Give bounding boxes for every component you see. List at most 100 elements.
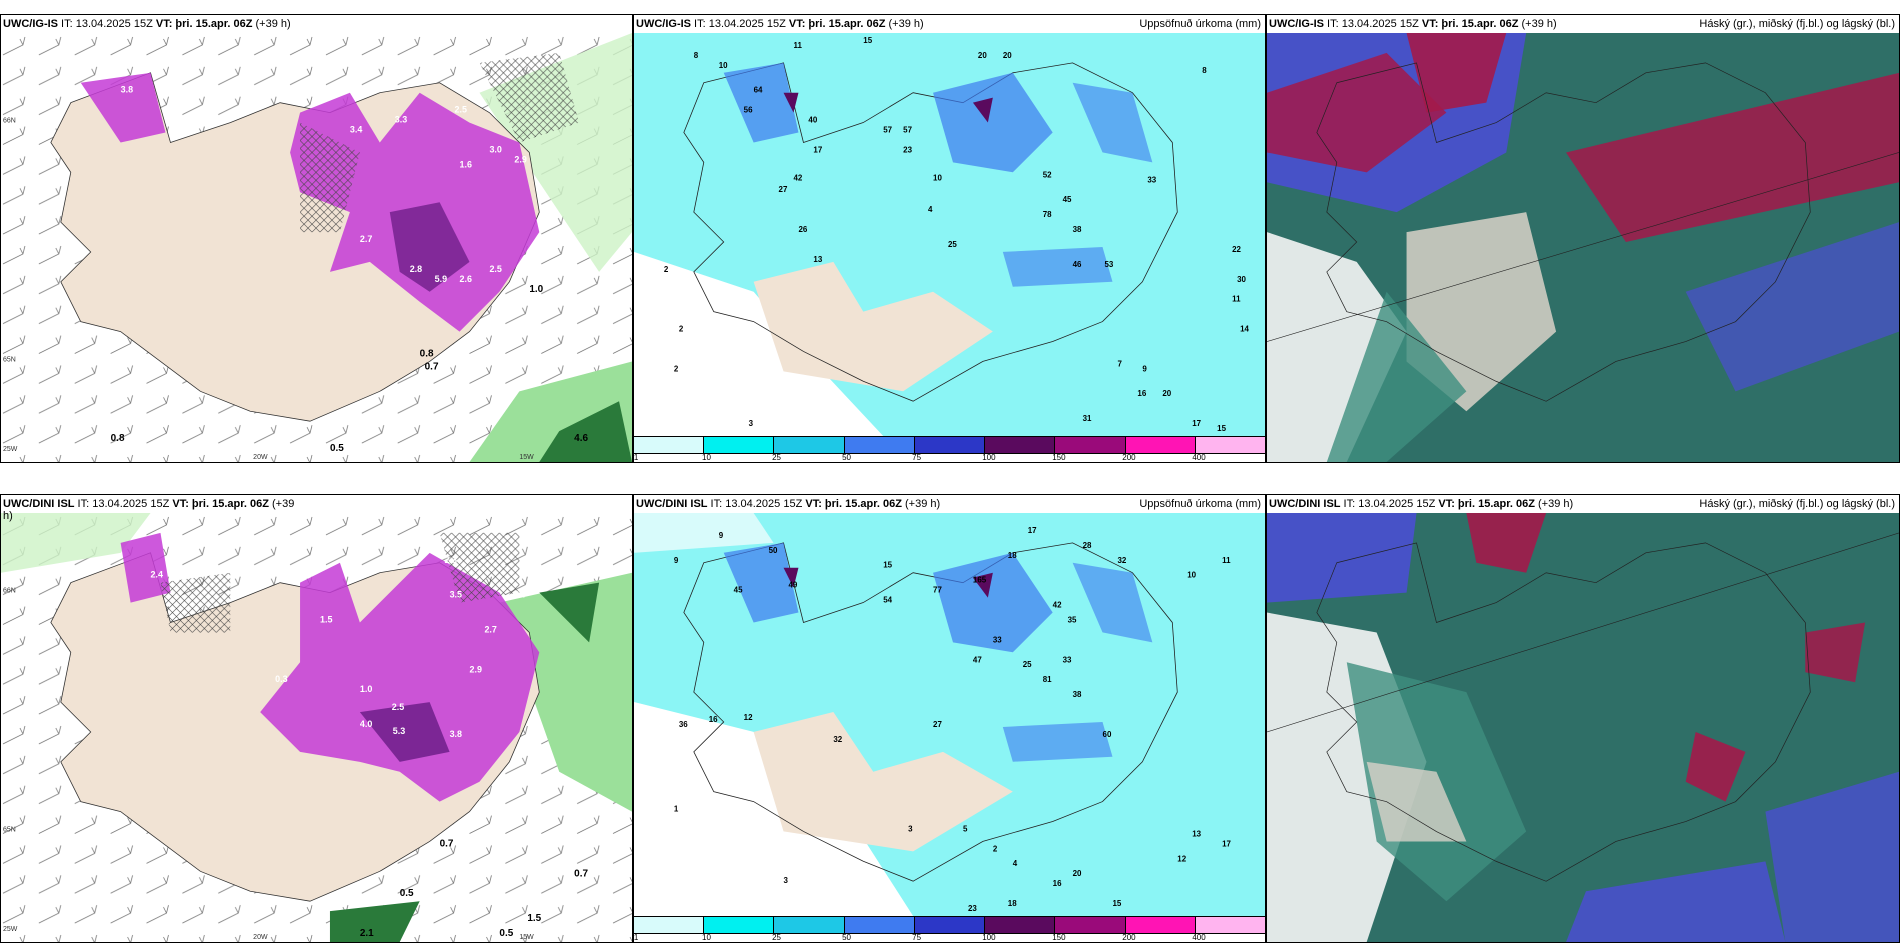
panel-title: UWC/DINI ISL IT: 13.04.2025 15Z VT: þri.… [636,498,941,510]
panel-precip-type-dini: UWC/DINI ISL IT: 13.04.2025 15Z VT: þri.… [0,494,633,943]
coord-label: 66N [3,588,16,595]
colorbar-cell [1055,917,1126,933]
colorbar-labels: 1 10 25 50 75 100 150 200 400 [634,933,1265,942]
value-label: 17 [1028,526,1037,535]
value-label: 27 [779,185,788,194]
value-label: 0.5 [330,443,344,454]
value-label: 0.5 [499,928,513,939]
value-label: 20 [1073,869,1082,878]
value-label: 42 [1053,601,1062,610]
panel-accumulated-precip-dini: UWC/DINI ISL IT: 13.04.2025 15Z VT: þri.… [633,494,1266,943]
value-label: 2 [664,265,669,274]
value-label: 52 [1043,170,1052,179]
iceland-map-clouds [1267,33,1899,462]
value-label: 18 [1008,899,1017,908]
coord-label: 25W [3,446,18,453]
value-label: 8 [1202,66,1207,75]
value-label: 2.4 [151,570,163,580]
value-label: 0.6 [215,535,227,545]
colorbar-cell [1125,437,1196,453]
value-label: 25 [948,240,957,249]
value-label: 10 [1187,571,1196,580]
value-label: 0.8 [111,433,125,444]
value-label: 17 [813,145,822,154]
value-label: 13 [1192,829,1201,838]
colorbar-cell [844,917,915,933]
panel-title: UWC/IG-IS IT: 13.04.2025 15Z VT: þri. 15… [636,18,924,30]
colorbar-cell [1125,917,1196,933]
value-label: 36 [679,720,688,729]
coord-label: 65N [3,827,16,834]
colorbar-label: 100 [982,453,996,462]
value-label: 2.5 [455,105,467,115]
value-label: 2.5 [489,264,501,274]
value-label: 40 [808,116,817,125]
value-label: 2.5 [392,702,404,712]
colorbar: 1 10 25 50 75 100 150 200 400 [634,916,1265,942]
colorbar-cell [704,917,775,933]
value-label: 28 [1083,541,1092,550]
iceland-coastline [1316,62,1811,402]
iceland-map-accum-precip: 9 17 18 28 32 11 10 15 9 50 49 45 54 77 … [634,513,1265,916]
value-label: 13 [813,255,822,264]
value-label: 17 [1192,419,1201,428]
colorbar-cell [844,437,915,453]
value-label: 47 [973,655,982,664]
colorbar-cells [634,436,1265,454]
colorbar-label: 100 [982,933,996,942]
value-label: 32 [1117,556,1126,565]
value-label: 57 [883,126,892,135]
value-label: 18 [1008,551,1017,560]
value-label: 77 [933,586,942,595]
colorbar-cell [774,917,845,933]
colorbar-label: 200 [1122,933,1136,942]
value-label: 4.6 [574,433,588,444]
value-label: 30 [1237,275,1246,284]
value-label: 9 [674,556,679,565]
value-label: 14 [1240,325,1249,334]
colorbar-cell [634,917,705,933]
coord-label: 25W [3,926,18,933]
panel-right-title: Uppsöfnuð úrkoma (mm) [1139,18,1261,30]
value-label: 42 [793,173,802,182]
value-label: 11 [1222,556,1231,565]
value-label: 81 [1043,675,1052,684]
value-label: 25 [1023,660,1032,669]
coord-label: 20W [253,934,268,941]
value-label: 45 [734,586,743,595]
panel-right-title: Háský (gr.), miðský (fj.bl.) og lágský (… [1699,18,1895,30]
value-label: 3.0 [489,144,501,154]
value-label: 15 [863,36,872,45]
value-label: 54 [883,596,892,605]
colorbar-cell [774,437,845,453]
value-label: 2.9 [470,664,482,674]
value-label: 1.5 [320,614,332,624]
value-label: 4 [1013,859,1018,868]
value-label: 17 [1222,839,1231,848]
colorbar-cell [985,437,1056,453]
value-label: 60 [1103,730,1112,739]
coord-label: 65N [3,356,16,363]
precip-values: 8 15 11 10 20 20 8 64 40 56 57 57 17 27 … [664,36,1250,433]
panel-right-title: Háský (gr.), miðský (fj.bl.) og lágský (… [1699,498,1895,510]
precip-area [260,552,540,802]
value-label: 2.6 [460,274,472,284]
colorbar-label: 400 [1192,453,1206,462]
value-label: 49 [789,581,798,590]
value-label: 38 [1073,225,1082,234]
value-label: 2.7 [484,624,496,634]
value-label: 3.8 [450,729,462,739]
value-label: 56 [744,106,753,115]
value-label: 0.7 [514,590,526,600]
value-label: 33 [993,635,1002,644]
map-area [1267,513,1899,942]
value-label: 1.5 [527,913,541,924]
value-label: 12 [1177,854,1186,863]
iceland-map-precip-type: 3.8 2.7 3.0 3.3 2.5 1.6 2.9 3.4 2.8 5.9 … [1,33,632,462]
colorbar-label: 25 [772,933,781,942]
value-label: 2 [679,325,684,334]
value-label: 2.8 [410,264,422,274]
colorbar-label: 400 [1192,933,1206,942]
value-label: 35 [1068,615,1077,624]
value-label: 26 [798,225,807,234]
